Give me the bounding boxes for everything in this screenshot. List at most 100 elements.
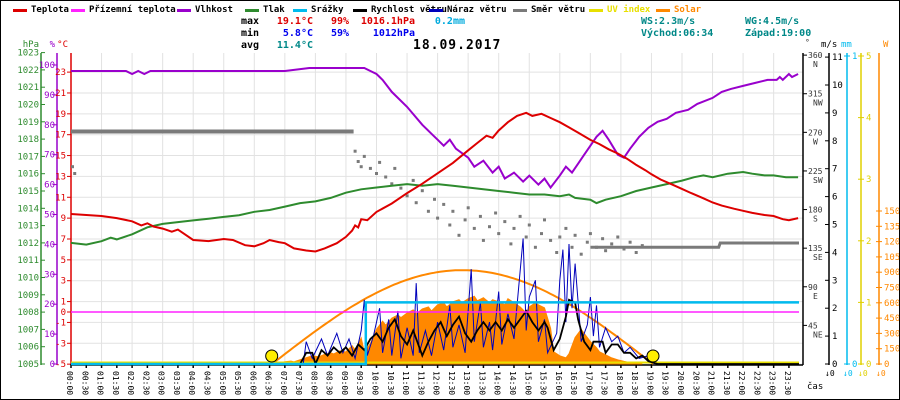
svg-text:15: 15 <box>55 152 66 162</box>
legend-swatch <box>293 8 307 12</box>
svg-text:22:30: 22:30 <box>752 371 761 395</box>
svg-text:5: 5 <box>866 52 871 62</box>
legend-swatch <box>513 8 527 12</box>
svg-text:16:30: 16:30 <box>569 371 578 395</box>
stats-max-temp: 19.1°C <box>276 16 313 27</box>
stats-row-min: min 5.8°C 59% 1012hPa <box>241 28 415 39</box>
svg-text:1200: 1200 <box>884 238 900 248</box>
svg-text:mm: mm <box>841 40 852 50</box>
svg-text:17:00: 17:00 <box>584 371 593 395</box>
svg-text:19:00: 19:00 <box>645 371 654 395</box>
svg-text:20:30: 20:30 <box>691 371 700 395</box>
stats-min-humidity: 59% <box>330 28 349 39</box>
svg-text:°: ° <box>805 38 810 47</box>
stats-min-label: min <box>241 28 260 39</box>
svg-text:1350: 1350 <box>884 222 900 232</box>
svg-text:1017: 1017 <box>17 152 39 162</box>
legend-item-teplota: Teplota <box>13 5 69 15</box>
svg-text:0: 0 <box>884 360 889 370</box>
svg-text:07:00: 07:00 <box>279 371 288 395</box>
svg-text:04:00: 04:00 <box>187 371 196 395</box>
svg-text:60: 60 <box>44 181 55 191</box>
svg-text:1021: 1021 <box>17 83 39 93</box>
svg-text:N: N <box>813 60 818 69</box>
svg-text:23: 23 <box>55 68 66 78</box>
svg-text:7: 7 <box>832 165 837 175</box>
svg-text:-5: -5 <box>55 360 66 370</box>
svg-text:5: 5 <box>832 221 837 231</box>
svg-text:SE: SE <box>813 253 823 262</box>
svg-text:3: 3 <box>832 276 837 286</box>
svg-text:hPa: hPa <box>23 40 39 50</box>
svg-text:17: 17 <box>55 131 66 141</box>
svg-text:150: 150 <box>884 345 900 355</box>
svg-text:0: 0 <box>61 308 66 318</box>
svg-text:9: 9 <box>61 214 66 224</box>
svg-text:12:30: 12:30 <box>447 371 456 395</box>
svg-text:18:00: 18:00 <box>615 371 624 395</box>
svg-text:90: 90 <box>808 283 818 292</box>
svg-text:225: 225 <box>808 167 823 176</box>
svg-text:0: 0 <box>832 360 837 370</box>
legend-swatch <box>177 8 191 12</box>
svg-text:-1: -1 <box>55 318 66 328</box>
svg-text:09:00: 09:00 <box>340 371 349 395</box>
legend-swatch <box>656 8 670 12</box>
svg-text:%: % <box>50 40 56 50</box>
svg-text:SW: SW <box>813 176 823 185</box>
svg-text:↓0: ↓0 <box>876 369 886 378</box>
svg-text:3: 3 <box>866 175 871 185</box>
svg-text:1: 1 <box>61 298 66 308</box>
svg-text:04:30: 04:30 <box>202 371 211 395</box>
svg-text:m/s: m/s <box>821 40 837 50</box>
svg-text:06:00: 06:00 <box>248 371 257 395</box>
svg-text:23:30: 23:30 <box>783 371 792 395</box>
svg-text:09:30: 09:30 <box>355 371 364 395</box>
svg-text:19:30: 19:30 <box>661 371 670 395</box>
sunset-marker <box>646 349 660 363</box>
svg-text:2: 2 <box>866 237 871 247</box>
svg-text:1009: 1009 <box>17 291 39 301</box>
svg-text:30: 30 <box>44 270 55 280</box>
svg-text:01:30: 01:30 <box>111 371 120 395</box>
svg-text:05:30: 05:30 <box>233 371 242 395</box>
svg-text:270: 270 <box>808 128 823 137</box>
svg-text:1050: 1050 <box>884 253 900 263</box>
svg-text:900: 900 <box>884 268 900 278</box>
svg-text:7: 7 <box>61 235 66 245</box>
svg-text:NE: NE <box>813 330 823 339</box>
svg-text:1007: 1007 <box>17 325 39 335</box>
svg-text:750: 750 <box>884 284 900 294</box>
svg-text:12:00: 12:00 <box>432 371 441 395</box>
svg-text:02:30: 02:30 <box>141 371 150 395</box>
legend-item-rychlost-vetru: Rychlost větru <box>353 5 447 15</box>
svg-text:11: 11 <box>832 53 843 63</box>
legend-swatch <box>71 8 85 12</box>
svg-text:11:00: 11:00 <box>401 371 410 395</box>
svg-text:1: 1 <box>866 298 871 308</box>
stats-max-pressure: 1016.1hPa <box>360 16 415 27</box>
legend-item-uv-index: UV index <box>589 5 650 15</box>
svg-text:21:00: 21:00 <box>707 371 716 395</box>
svg-text:-3: -3 <box>55 339 66 349</box>
svg-text:1018: 1018 <box>17 135 39 145</box>
stats-row-wind: WS:2.3m/s WG:4.5m/s <box>641 16 799 27</box>
stats-wind-speed-max: WS:2.3m/s <box>641 16 696 27</box>
legend-label: Solar <box>674 5 702 15</box>
svg-text:11: 11 <box>55 193 66 203</box>
stats-avg-label: avg <box>241 40 260 51</box>
svg-text:05:00: 05:00 <box>218 371 227 395</box>
svg-text:03:00: 03:00 <box>157 371 166 395</box>
stats-max-label: max <box>241 16 260 27</box>
svg-text:21:30: 21:30 <box>722 371 731 395</box>
svg-text:10:30: 10:30 <box>386 371 395 395</box>
svg-text:18:30: 18:30 <box>630 371 639 395</box>
svg-text:17:30: 17:30 <box>600 371 609 395</box>
svg-text:S: S <box>813 215 818 224</box>
svg-text:1008: 1008 <box>17 308 39 318</box>
svg-text:1: 1 <box>832 332 837 342</box>
svg-text:E: E <box>813 292 818 301</box>
svg-text:16:00: 16:00 <box>554 371 563 395</box>
sunrise-marker <box>265 349 279 363</box>
